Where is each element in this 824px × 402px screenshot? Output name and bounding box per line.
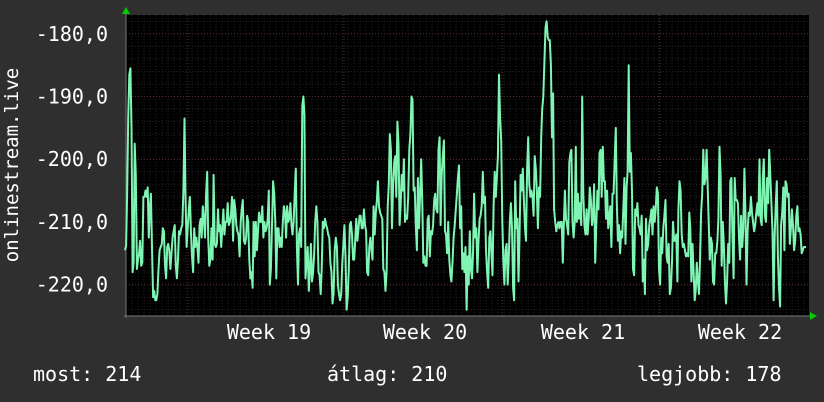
series-1 — [124, 20, 806, 311]
y-tick-label: -190,0 — [36, 85, 108, 109]
average-value: 210 — [411, 362, 448, 386]
current-label: most: — [33, 362, 94, 386]
y-axis-label: onlinestream.live — [1, 67, 23, 263]
x-tick-label: Week 20 — [383, 320, 467, 344]
average-label: átlag: — [327, 362, 400, 386]
x-axis-ticks: Week 19 Week 20 Week 21 Week 22 — [227, 320, 782, 344]
footer-average: átlag: 210 — [327, 362, 447, 386]
x-axis-arrow-icon — [810, 312, 817, 320]
best-label: legjobb: — [637, 362, 734, 386]
footer-current: most: 214 — [33, 362, 141, 386]
footer-best: legjobb: 178 — [637, 362, 782, 386]
y-tick-label: -200,0 — [36, 147, 108, 171]
minor-grid — [126, 15, 809, 316]
x-tick-label: Week 21 — [541, 320, 625, 344]
x-tick-label: Week 22 — [698, 320, 782, 344]
y-tick-label: -180,0 — [36, 22, 108, 46]
y-axis-arrow-icon — [122, 7, 130, 14]
y-tick-label: -210,0 — [36, 210, 108, 234]
y-axis-ticks: -180,0 -190,0 -200,0 -210,0 -220,0 — [36, 22, 108, 297]
y-axis-label-container: onlinestream.live — [0, 0, 26, 316]
best-value: 178 — [745, 362, 782, 386]
x-tick-label: Week 19 — [227, 320, 311, 344]
series-line — [124, 20, 806, 311]
current-value: 214 — [105, 362, 142, 386]
y-tick-label: -220,0 — [36, 273, 108, 297]
